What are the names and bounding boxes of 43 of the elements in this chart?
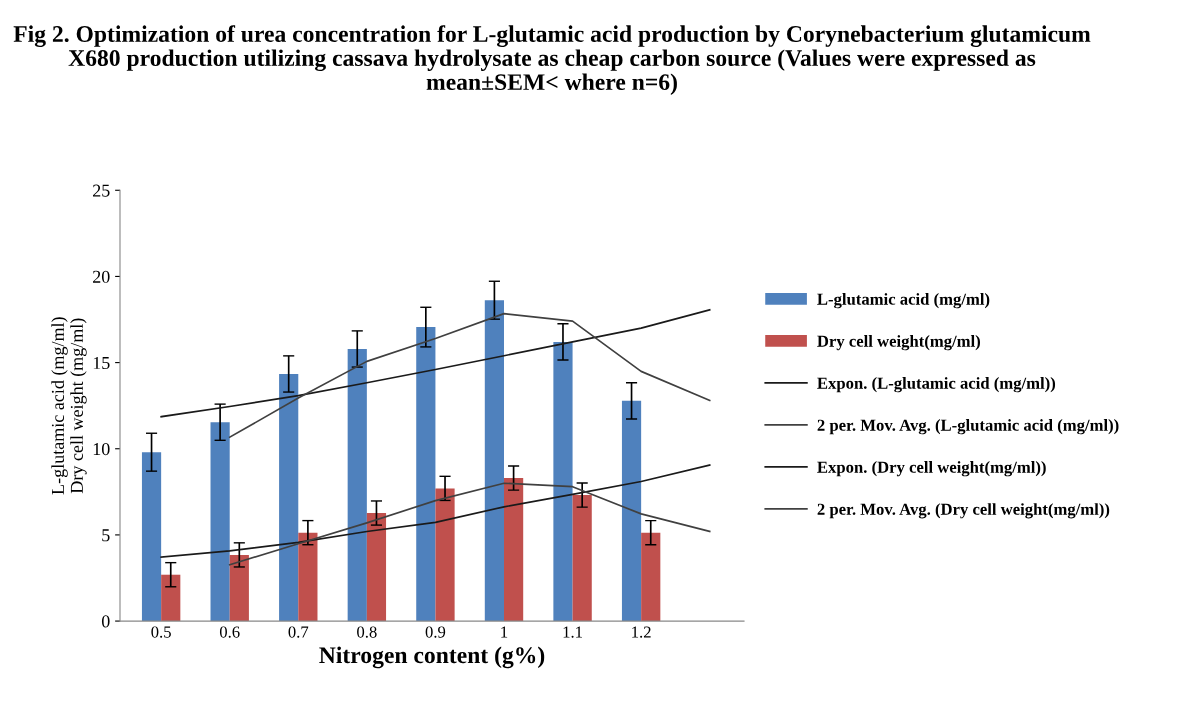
x-tick-label: 0.9 [425, 626, 446, 638]
bar [572, 495, 592, 622]
line-series [160, 464, 711, 558]
bar [210, 422, 230, 622]
line-series [228, 312, 711, 439]
y-tick-label: 20 [93, 270, 110, 283]
legend-label: L-glutamic acid (mg/ml) [817, 293, 990, 309]
x-tick-label: 0.6 [219, 626, 240, 638]
chart-title: Fig 2. Optimization of urea concentration for L-glutamic acid production by Corynebacterium glutamicum X680 production utilizing cassava hydrolysate as cheap carbon source (Values were expressed as mean±SEM< where n=6) [13, 25, 1091, 95]
bar [298, 532, 318, 622]
bar [416, 327, 436, 622]
line-series [228, 482, 711, 566]
y-axis-title: L-glutamic acid (mg/ml) Dry cell weight (mg/ml) [51, 317, 87, 495]
legend-label: Dry cell weight(mg/ml) [817, 335, 981, 351]
x-tick-label: 1.2 [632, 626, 651, 638]
bar [347, 348, 367, 622]
y-tick-label: 15 [93, 356, 110, 370]
y-tick-label: 10 [93, 443, 110, 456]
legend-label: 2 per. Mov. Avg. (Dry cell weight(mg/ml)) [817, 503, 1110, 519]
bar [279, 373, 299, 622]
legend-label: Expon. (L-glutamic acid (mg/ml)) [817, 377, 1056, 393]
bar [229, 554, 249, 622]
bar [553, 341, 573, 622]
bar [366, 513, 387, 622]
y-tick-label: 25 [93, 184, 110, 197]
bar [504, 478, 524, 622]
x-tick-label: 0.5 [151, 626, 171, 638]
y-tick-label: 5 [102, 529, 110, 542]
legend-label: 2 per. Mov. Avg. (L-glutamic acid (mg/ml)) [817, 419, 1119, 435]
x-tick-label: 1 [501, 626, 508, 638]
bar [161, 574, 181, 622]
bar [435, 488, 455, 622]
x-tick-label: 0.7 [288, 626, 309, 638]
bar [621, 400, 642, 622]
bar [484, 300, 504, 622]
legend-label: Expon. (Dry cell weight(mg/ml)) [817, 461, 1046, 477]
x-tick-label: 1.1 [563, 626, 582, 638]
y-tick-label: 0 [101, 615, 110, 628]
x-axis-title: Nitrogen content (g%) [319, 646, 545, 669]
bar [641, 532, 661, 622]
line-series [160, 309, 711, 418]
x-tick-label: 0.8 [357, 626, 377, 638]
bar [141, 452, 162, 622]
